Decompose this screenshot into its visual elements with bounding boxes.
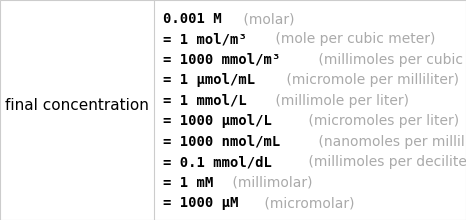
Text: = 1 μmol/mL: = 1 μmol/mL [163,73,255,87]
Text: (nanomoles per milliliter): (nanomoles per milliliter) [315,135,466,149]
Text: (millimoles per deciliter): (millimoles per deciliter) [303,155,466,169]
Text: = 1 mol/m³: = 1 mol/m³ [163,33,247,46]
Text: (micromolar): (micromolar) [260,196,355,210]
Text: = 1 mmol/L: = 1 mmol/L [163,94,247,108]
Text: = 1 mM: = 1 mM [163,176,213,190]
Text: = 1000 μmol/L: = 1000 μmol/L [163,114,272,128]
Text: = 0.1 mmol/dL: = 0.1 mmol/dL [163,155,272,169]
Text: (millimolar): (millimolar) [228,176,312,190]
Text: (millimole per liter): (millimole per liter) [271,94,409,108]
Text: final concentration: final concentration [5,98,149,113]
Text: = 1000 nmol/mL: = 1000 nmol/mL [163,135,281,149]
Text: = 1000 mmol/m³: = 1000 mmol/m³ [163,53,281,67]
Text: (millimoles per cubic meter): (millimoles per cubic meter) [315,53,466,67]
Text: (mole per cubic meter): (mole per cubic meter) [271,33,436,46]
Text: = 1000 μM: = 1000 μM [163,196,239,210]
Text: (molar): (molar) [239,12,294,26]
Text: 0.001 M: 0.001 M [163,12,222,26]
Text: (micromole per milliliter): (micromole per milliliter) [282,73,459,87]
Text: (micromoles per liter): (micromoles per liter) [303,114,459,128]
